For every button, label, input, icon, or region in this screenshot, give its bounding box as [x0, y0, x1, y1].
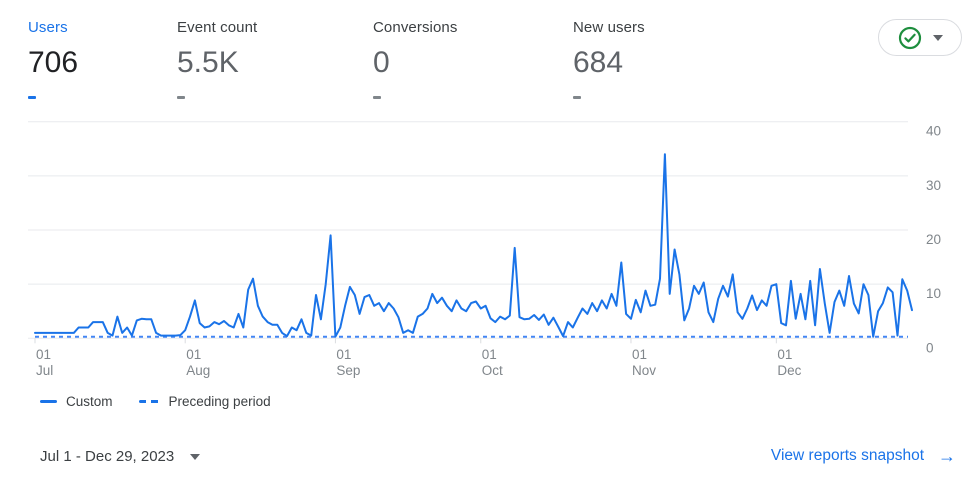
- x-axis-tick-month: Dec: [777, 363, 801, 378]
- y-axis-tick-label: 10: [926, 286, 941, 301]
- legend-item-custom: Custom: [40, 394, 113, 409]
- x-axis-tick-month: Jul: [36, 363, 53, 378]
- metric-card-conversions[interactable]: Conversions 0: [373, 18, 457, 99]
- dropdown-caret-icon: [933, 34, 943, 41]
- legend-item-preceding-period: Preceding period: [138, 394, 271, 409]
- metric-sparkline-dash: [373, 96, 381, 99]
- x-axis-tick-month: Oct: [482, 363, 503, 378]
- view-reports-snapshot-link[interactable]: View reports snapshot →: [771, 447, 956, 465]
- legend-label: Custom: [66, 394, 113, 409]
- x-axis-tick-day: 01: [777, 347, 792, 362]
- x-axis-tick-month: Nov: [632, 363, 656, 378]
- chart-footer: Jul 1 - Dec 29, 2023 View reports snapsh…: [0, 440, 974, 481]
- dropdown-caret-icon: [190, 453, 201, 460]
- metric-label: New users: [573, 19, 645, 36]
- data-quality-button[interactable]: [878, 19, 962, 56]
- metric-sparkline-dash: [177, 96, 185, 99]
- metric-card-users[interactable]: Users 706: [28, 18, 78, 99]
- x-axis-tick-day: 01: [632, 347, 647, 362]
- date-range-selector[interactable]: Jul 1 - Dec 29, 2023: [40, 448, 201, 465]
- chart-legend: Custom Preceding period: [40, 394, 271, 409]
- link-label: View reports snapshot: [770, 447, 924, 464]
- arrow-right-icon: →: [938, 446, 956, 466]
- dashed-line-swatch: [138, 400, 160, 403]
- x-axis-tick-day: 01: [36, 347, 51, 362]
- metric-value: 684: [573, 46, 624, 79]
- x-axis-tick-month: Aug: [186, 363, 210, 378]
- x-axis-tick-day: 01: [336, 347, 351, 362]
- check-circle-icon: [898, 26, 922, 49]
- metric-value: 706: [28, 46, 79, 79]
- y-axis-tick-label: 40: [926, 124, 941, 139]
- metric-sparkline-dash: [573, 96, 581, 99]
- metric-label: Conversions: [373, 19, 458, 36]
- legend-label: Preceding period: [168, 394, 271, 409]
- solid-line-swatch: [40, 400, 57, 403]
- users-line-series: [34, 153, 913, 338]
- metric-value: 0: [373, 46, 390, 79]
- x-axis-tick-day: 01: [482, 347, 497, 362]
- metric-value: 5.5K: [177, 46, 239, 79]
- y-axis-tick-label: 30: [926, 178, 941, 193]
- metric-card-new-users[interactable]: New users 684: [573, 18, 645, 99]
- y-axis-tick-label: 20: [926, 232, 941, 247]
- metric-label: Event count: [177, 19, 258, 36]
- x-axis-tick-month: Sep: [336, 363, 360, 378]
- metric-label: Users: [28, 19, 68, 36]
- x-axis-tick-day: 01: [186, 347, 201, 362]
- y-axis-tick-label: 0: [926, 340, 934, 355]
- metric-sparkline-dash: [28, 96, 36, 99]
- date-range-label: Jul 1 - Dec 29, 2023: [40, 448, 175, 465]
- metric-card-event-count[interactable]: Event count 5.5K: [177, 18, 257, 99]
